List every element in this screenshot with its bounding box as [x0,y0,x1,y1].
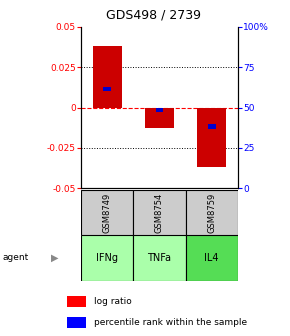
Bar [133,190,186,235]
Text: percentile rank within the sample: percentile rank within the sample [94,318,247,327]
Bar [103,87,111,91]
Bar [93,46,122,108]
Text: GDS498 / 2739: GDS498 / 2739 [106,8,201,22]
Bar [186,190,238,235]
Text: ▶: ▶ [51,253,59,263]
Bar [81,235,133,281]
Text: IFNg: IFNg [96,253,118,263]
Bar [81,190,133,235]
Bar [197,108,226,167]
Bar [67,317,86,328]
Text: GSM8759: GSM8759 [207,193,216,233]
Text: log ratio: log ratio [94,297,132,306]
Text: IL4: IL4 [204,253,219,263]
Text: TNFa: TNFa [148,253,171,263]
Bar [208,124,215,129]
Bar [133,235,186,281]
Text: GSM8749: GSM8749 [103,193,112,233]
Bar [186,235,238,281]
Text: agent: agent [3,253,29,262]
Bar [145,108,174,128]
Bar [155,108,163,112]
Text: GSM8754: GSM8754 [155,193,164,233]
Bar [67,296,86,307]
